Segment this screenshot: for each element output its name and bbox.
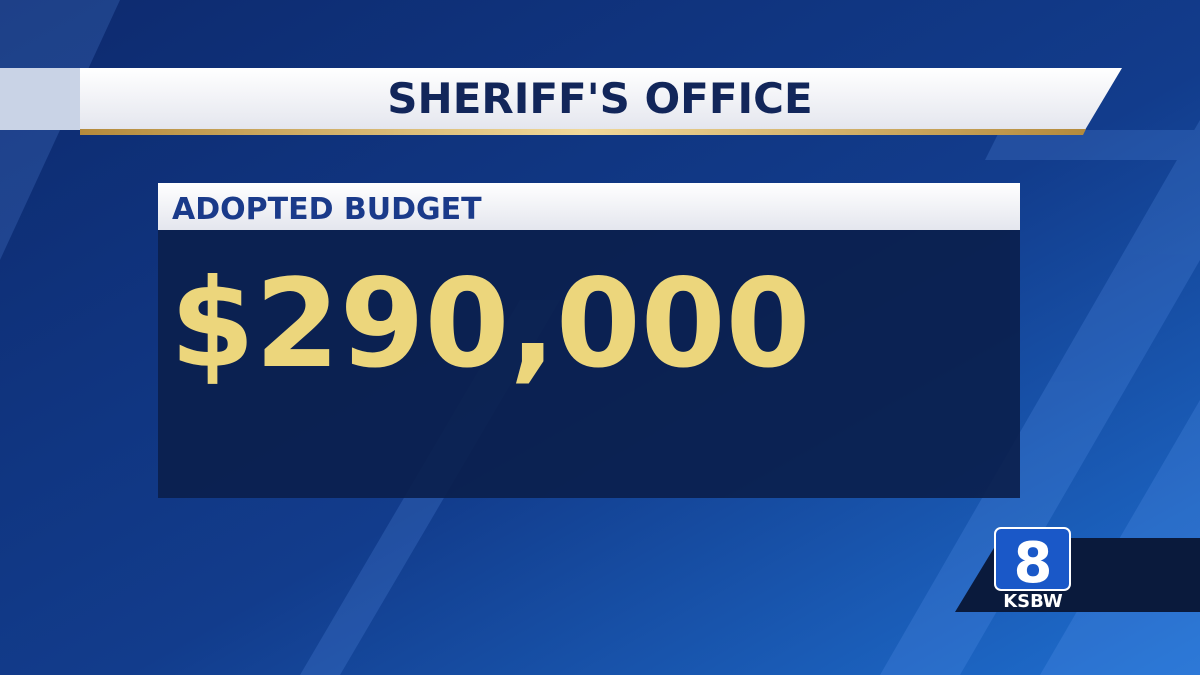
logo-number: 8 bbox=[1014, 531, 1053, 596]
logo-badge bbox=[994, 527, 1071, 591]
gold-rule bbox=[80, 129, 1086, 135]
panel-label: ADOPTED BUDGET bbox=[172, 192, 482, 227]
banner-side bbox=[0, 68, 80, 130]
title: SHERIFF'S OFFICE bbox=[387, 74, 812, 123]
panel-box bbox=[158, 230, 1020, 498]
title-banner bbox=[80, 68, 1122, 130]
label-bar bbox=[158, 183, 1020, 230]
amount: $290,000 bbox=[170, 253, 811, 395]
logo-call-sign: KSBW bbox=[1003, 591, 1063, 612]
